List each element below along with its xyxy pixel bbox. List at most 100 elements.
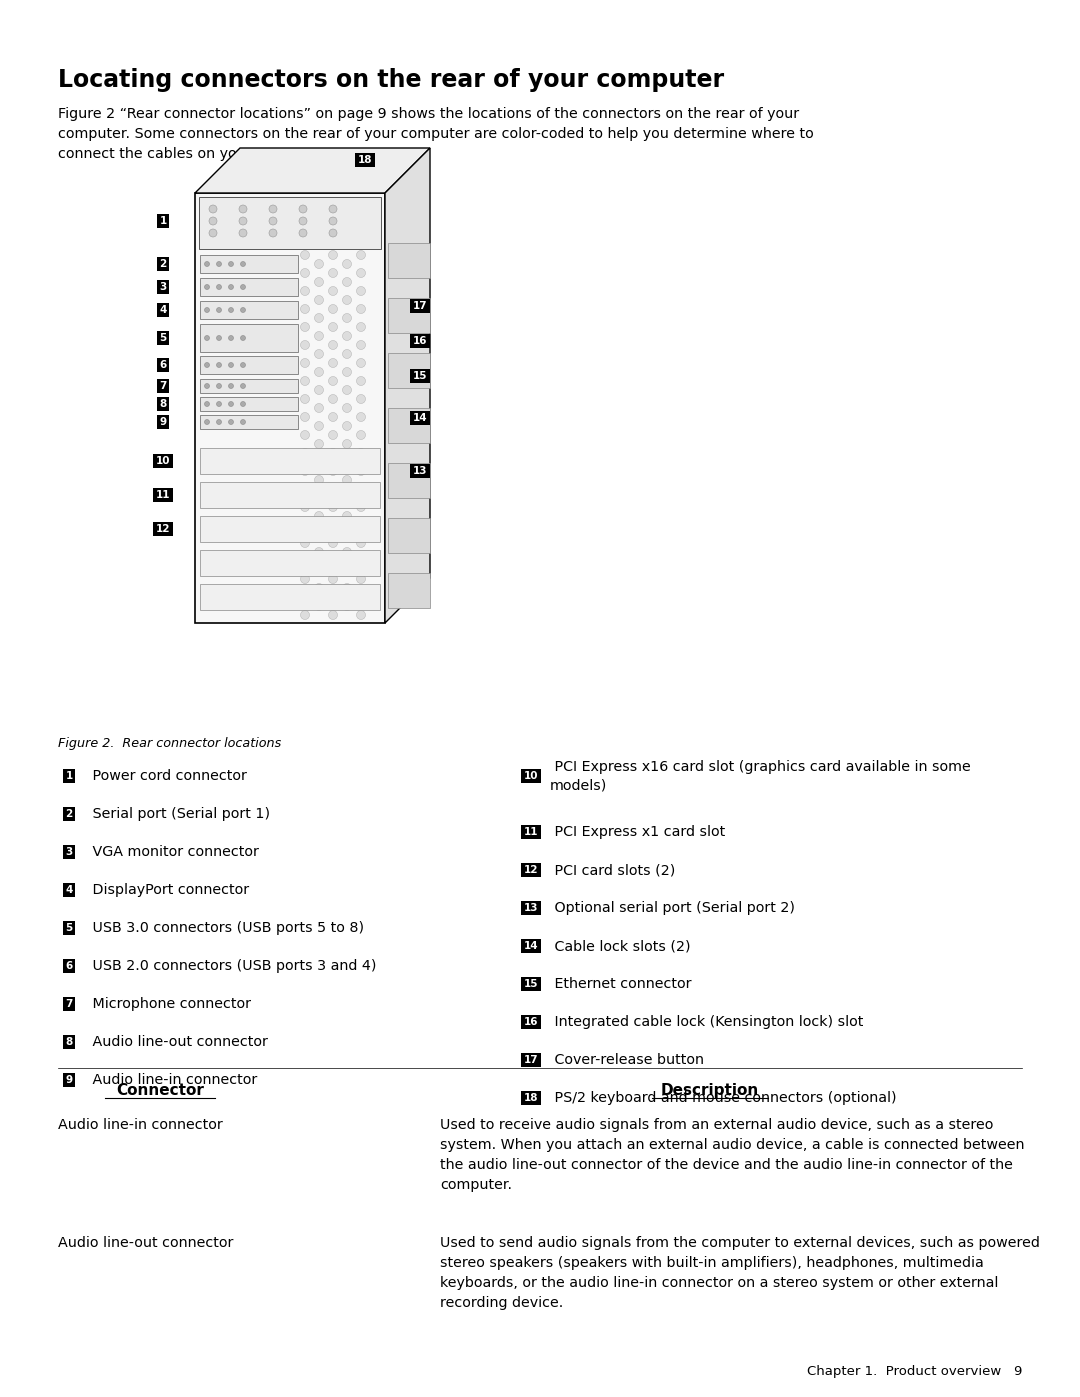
Circle shape [300,467,310,475]
Circle shape [328,359,337,367]
Circle shape [356,286,365,296]
Circle shape [328,305,337,313]
Text: 4: 4 [160,305,166,314]
Circle shape [356,521,365,529]
Circle shape [204,335,210,341]
Circle shape [328,574,337,584]
Text: 11: 11 [524,827,538,837]
Circle shape [342,457,351,467]
Circle shape [328,467,337,475]
Circle shape [204,285,210,289]
Circle shape [216,307,221,313]
Text: 12: 12 [156,524,171,534]
Circle shape [300,268,310,278]
Text: 18: 18 [524,1092,538,1104]
Circle shape [229,261,233,267]
Circle shape [241,384,245,388]
Circle shape [314,278,324,286]
Circle shape [314,457,324,467]
Circle shape [328,268,337,278]
Text: 8: 8 [66,1037,72,1046]
Circle shape [269,217,276,225]
Circle shape [229,401,233,407]
Text: Locating connectors on the rear of your computer: Locating connectors on the rear of your … [58,68,724,92]
Circle shape [300,286,310,296]
Text: 13: 13 [413,467,428,476]
Text: 9: 9 [66,1076,72,1085]
Circle shape [210,217,217,225]
Circle shape [356,485,365,493]
FancyBboxPatch shape [200,584,380,610]
Circle shape [329,217,337,225]
FancyBboxPatch shape [200,550,380,576]
Circle shape [300,448,310,457]
Circle shape [216,362,221,367]
Text: 18: 18 [357,155,373,165]
Circle shape [299,229,307,237]
Circle shape [328,323,337,331]
Circle shape [314,422,324,430]
Text: 7: 7 [65,999,72,1009]
Text: 14: 14 [413,414,428,423]
FancyBboxPatch shape [388,408,430,443]
Circle shape [356,448,365,457]
Text: Integrated cable lock (Kensington lock) slot: Integrated cable lock (Kensington lock) … [550,1016,863,1030]
Circle shape [314,548,324,556]
Circle shape [204,401,210,407]
Circle shape [314,584,324,592]
Text: PCI card slots (2): PCI card slots (2) [550,863,675,877]
Text: USB 2.0 connectors (USB ports 3 and 4): USB 2.0 connectors (USB ports 3 and 4) [87,958,377,972]
Circle shape [300,521,310,529]
Circle shape [300,323,310,331]
FancyBboxPatch shape [388,243,430,278]
Circle shape [300,592,310,602]
Circle shape [328,377,337,386]
Text: PCI Express x1 card slot: PCI Express x1 card slot [550,826,726,840]
FancyBboxPatch shape [200,300,298,319]
Text: 6: 6 [66,961,72,971]
Circle shape [241,285,245,289]
Circle shape [356,268,365,278]
Circle shape [204,307,210,313]
Circle shape [356,377,365,386]
Circle shape [300,412,310,422]
Circle shape [356,305,365,313]
Circle shape [229,419,233,425]
Circle shape [342,260,351,268]
Circle shape [342,404,351,412]
Circle shape [314,602,324,610]
Text: Audio line-in connector: Audio line-in connector [58,1118,222,1132]
FancyBboxPatch shape [200,278,298,296]
Circle shape [300,503,310,511]
Circle shape [241,419,245,425]
Circle shape [328,394,337,404]
Circle shape [269,205,276,212]
Circle shape [216,401,221,407]
Circle shape [300,485,310,493]
Circle shape [328,430,337,440]
Text: Optional serial port (Serial port 2): Optional serial port (Serial port 2) [550,901,795,915]
Circle shape [314,367,324,377]
Circle shape [356,467,365,475]
Circle shape [328,521,337,529]
Text: 15: 15 [524,979,538,989]
Circle shape [314,260,324,268]
Circle shape [356,394,365,404]
Text: 17: 17 [413,300,428,312]
Circle shape [328,556,337,566]
FancyBboxPatch shape [200,256,298,272]
FancyBboxPatch shape [200,415,298,429]
Circle shape [241,261,245,267]
Text: 4: 4 [65,886,72,895]
Circle shape [356,503,365,511]
Circle shape [269,229,276,237]
Text: 9: 9 [160,416,166,427]
Circle shape [356,592,365,602]
Circle shape [314,296,324,305]
Circle shape [241,362,245,367]
Text: Cable lock slots (2): Cable lock slots (2) [550,939,690,953]
Circle shape [328,341,337,349]
Circle shape [356,341,365,349]
Circle shape [314,511,324,521]
Circle shape [342,422,351,430]
